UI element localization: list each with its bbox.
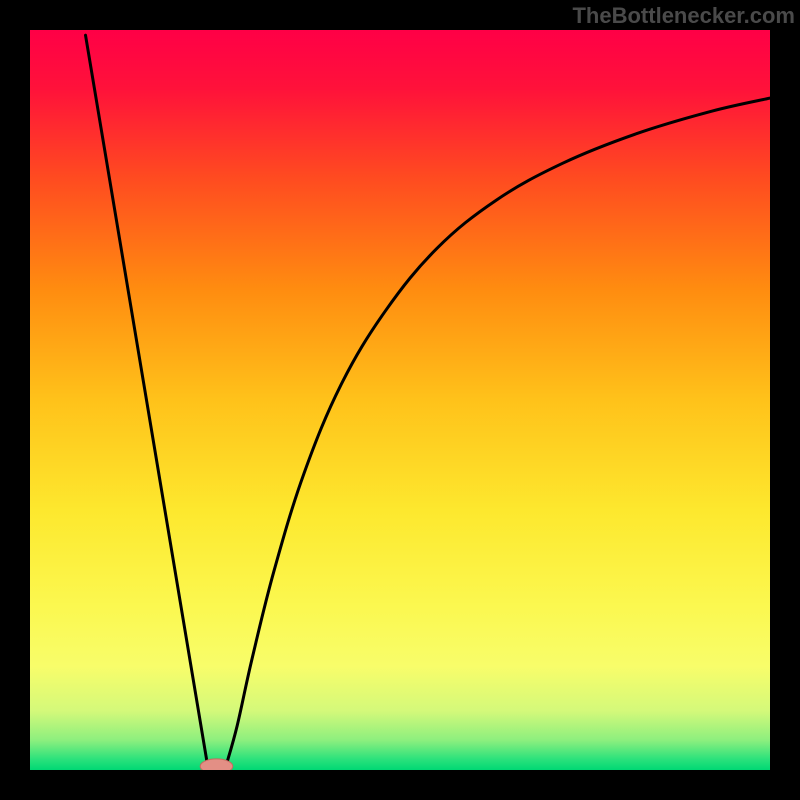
bottleneck-curve-left [86,35,208,765]
minimum-marker [200,759,233,770]
bottleneck-curve-right [226,98,770,765]
watermark-label: TheBottlenecker.com [572,3,795,29]
plot-area [30,30,770,770]
curve-overlay [30,30,770,770]
chart-container: TheBottlenecker.com [0,0,800,800]
